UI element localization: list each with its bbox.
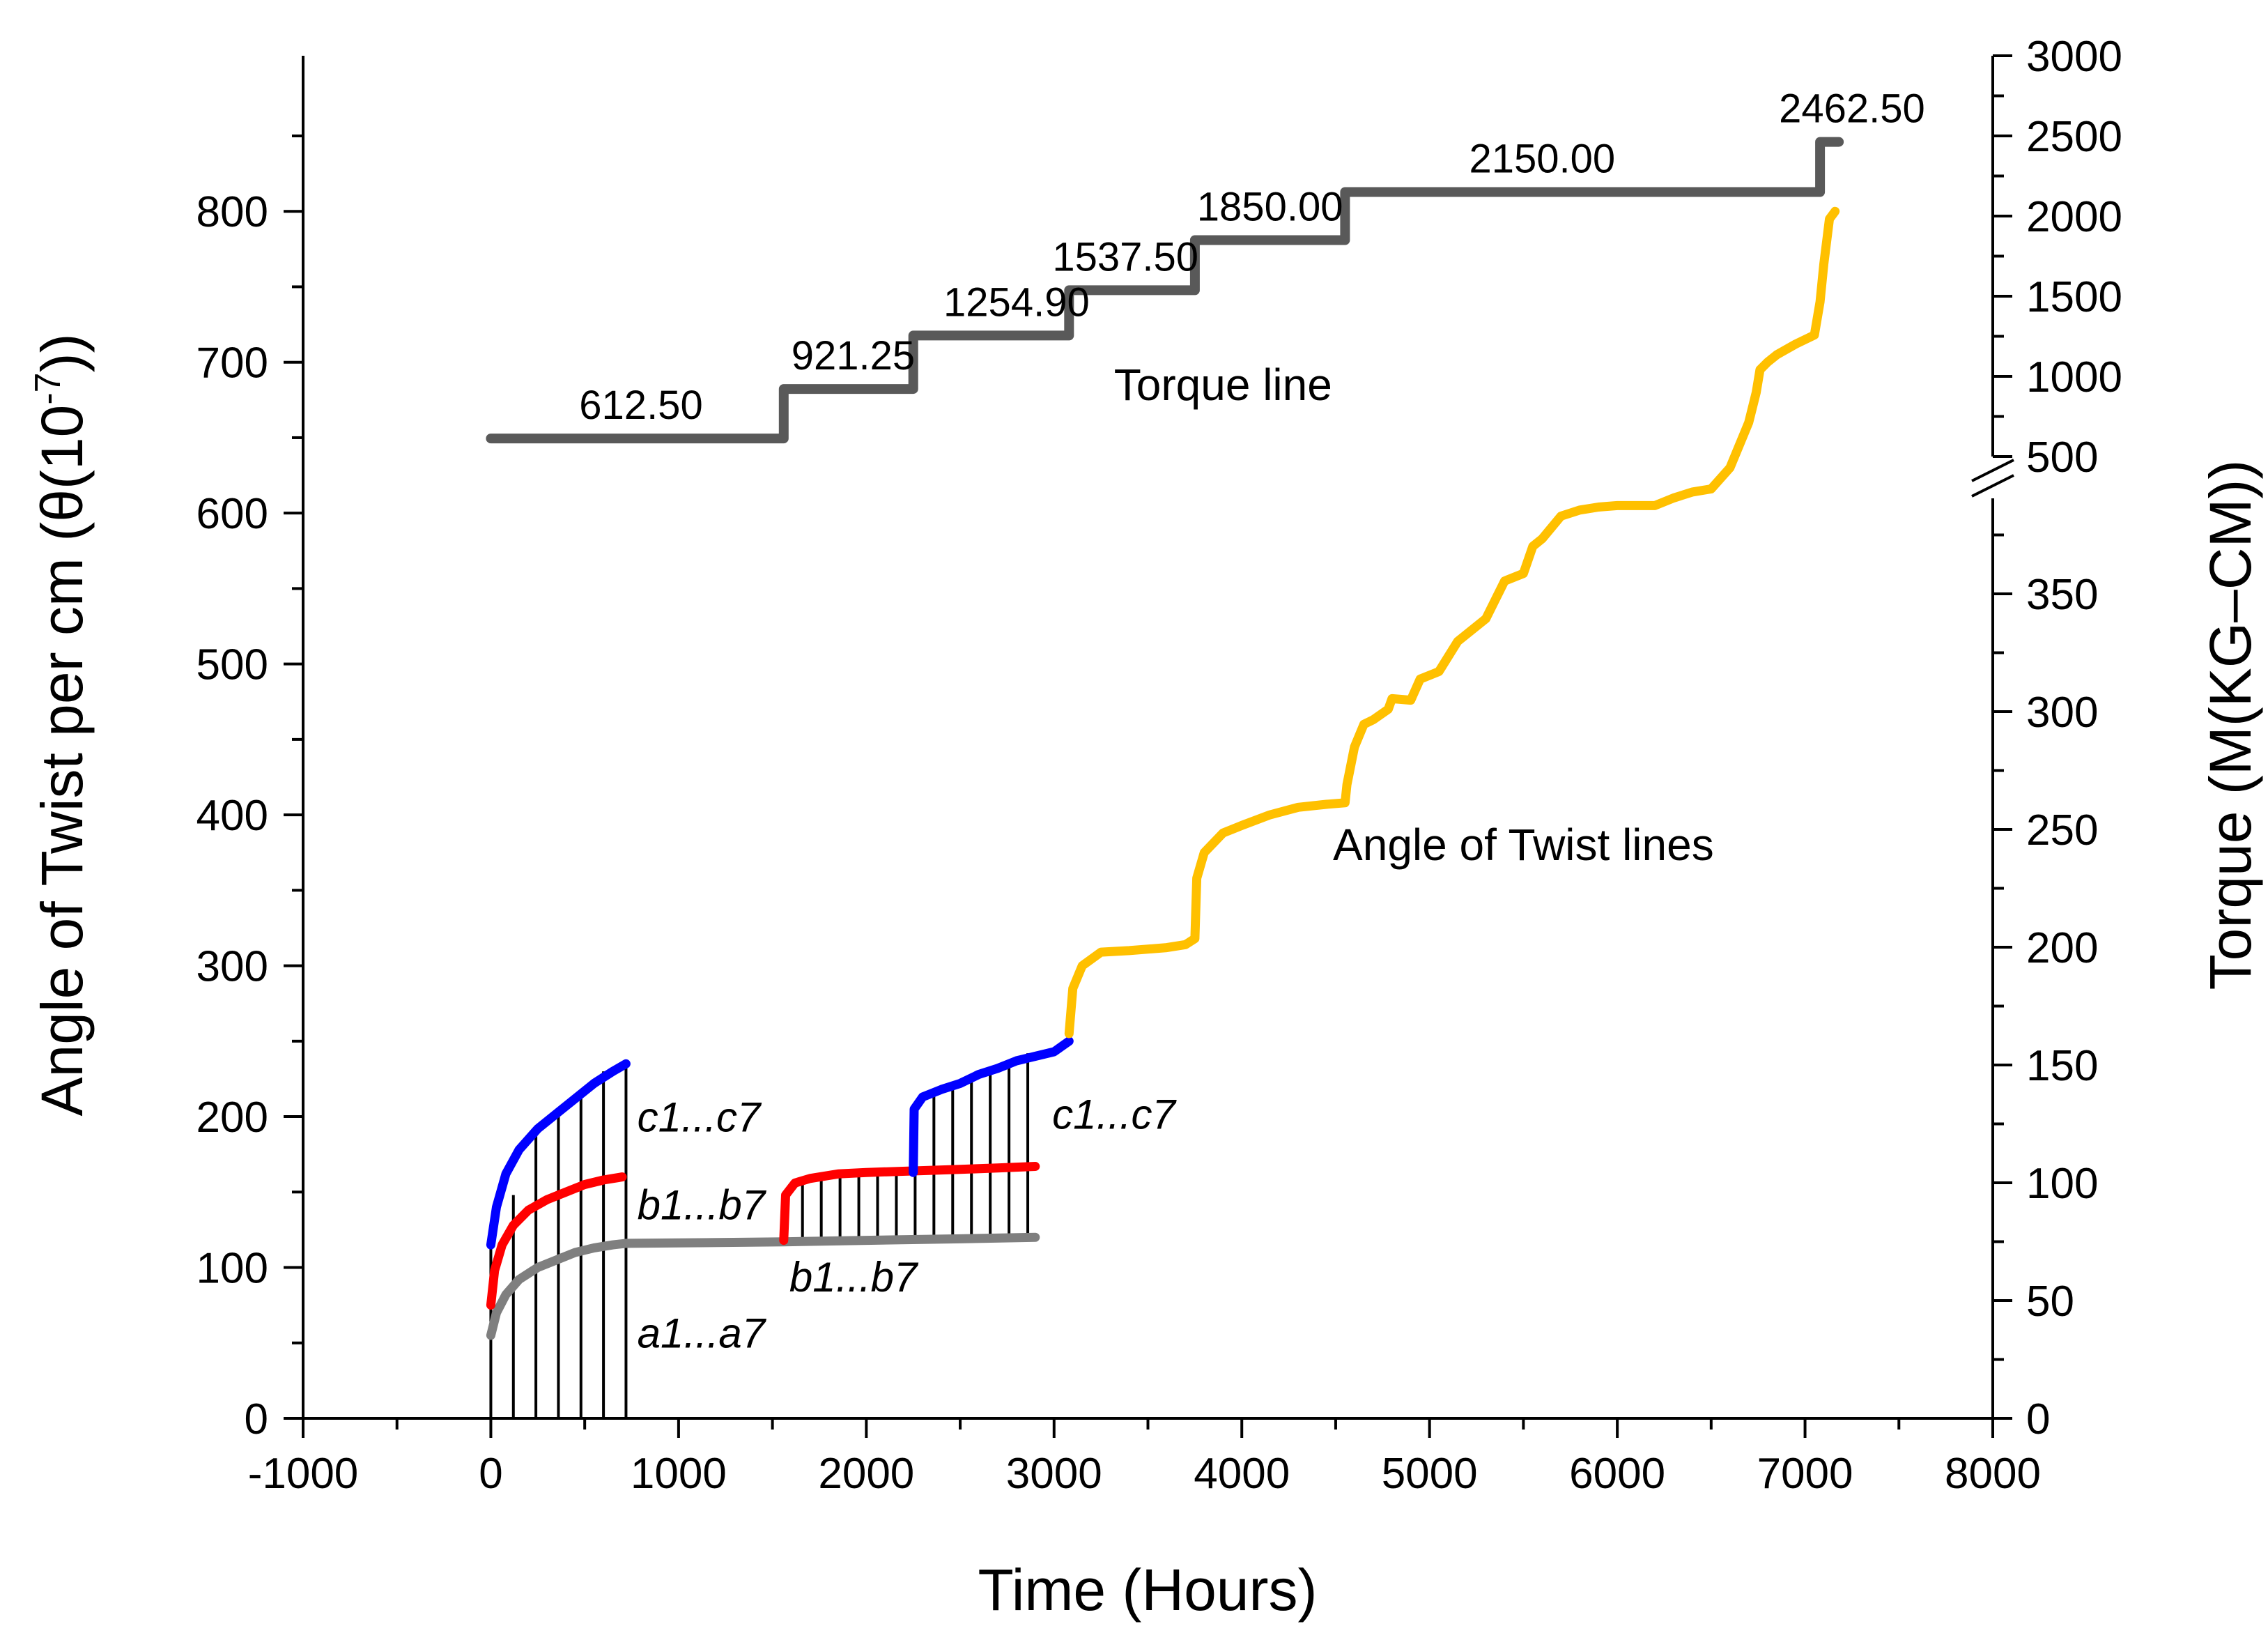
y2-upper-tick-label: 2000 [2026,193,2122,241]
series-line-a1-a7-first [486,1239,631,1340]
series-line-b1-b7-second [779,1162,1040,1246]
y2-lower-tick-label: 100 [2026,1160,2098,1208]
annotation-label: b1...b7 [638,1181,767,1228]
annotation-label: Angle of Twist lines [1333,820,1714,870]
torque-step-label: 921.25 [792,333,915,378]
y2-lower-tick-label: 150 [2026,1042,2098,1090]
ticks-layer: -1000 0 1000 2000 3000 4000 5000 6000 7000 800001… [196,33,2122,1498]
y-axis-title-prefix: Angle of Twist per cm (θ(10 [29,405,95,1117]
x-tick-label: 4000 [1194,1450,1290,1498]
y2-lower-tick-label: 300 [2026,689,2098,737]
annotation-label: c1...c7 [1052,1091,1177,1137]
y2-upper-tick-label: 1000 [2026,353,2122,401]
annotation-label: Torque line [1114,360,1332,410]
y2-axis-title: Torque (M(KG–CM)) [2198,460,2263,990]
y2-upper-tick-label: 3000 [2026,33,2122,81]
y-tick-label: 300 [196,943,268,991]
x-tick-label: 5000 [1382,1450,1478,1498]
torque-step-label: 1537.50 [1052,234,1198,279]
annotation-label: a1...a7 [638,1310,767,1356]
y-tick-label: 700 [196,339,268,388]
y-tick-label: 100 [196,1245,268,1293]
axis-break-marker [1971,459,2014,498]
y-axis-title: Angle of Twist per cm (θ(10-7)) [28,333,95,1116]
x-axis-title: Time (Hours) [978,1557,1318,1623]
y-axis-title-sup: -7 [28,372,68,404]
x-tick-label: 8000 [1945,1450,2041,1498]
torque-step-label: 2462.50 [1779,86,1925,132]
y2-lower-tick-label: 0 [2026,1395,2050,1443]
y-tick-label: 600 [196,490,268,538]
x-tick-label: 3000 [1006,1450,1102,1498]
series-line-c1-c7-first [486,1059,631,1250]
x-tick-label: 6000 [1569,1450,1665,1498]
series-line-a-continued [621,1232,1040,1248]
y2-lower-tick-label: 50 [2026,1278,2074,1326]
y-tick-label: 800 [196,188,268,236]
series-line-angle-of-twist-yellow [1064,206,1840,1039]
y2-upper-tick-label: 2500 [2026,113,2122,161]
x-tick-label: 2000 [818,1450,914,1498]
y2-upper-tick-label: 500 [2026,434,2098,482]
y-tick-label: 200 [196,1094,268,1142]
y2-upper-tick-label: 1500 [2026,273,2122,321]
y2-lower-tick-label: 200 [2026,924,2098,972]
x-tick-label: 0 [479,1450,502,1498]
torque-step-label: 2150.00 [1469,137,1616,182]
torque-step-label: 1254.90 [943,279,1090,325]
series-line-c1-c7-second [909,1036,1074,1177]
x-tick-label: 7000 [1757,1450,1853,1498]
y2-lower-tick-label: 350 [2026,571,2098,619]
torque-step-label: 612.50 [579,383,702,428]
x-tick-label: -1000 [248,1450,359,1498]
y-tick-label: 400 [196,792,268,840]
y-tick-label: 0 [245,1395,268,1443]
annotation-label: c1...c7 [638,1094,762,1141]
series-line-torque-line [486,137,1844,444]
x-tick-label: 1000 [631,1450,727,1498]
series-layer [486,137,1844,1340]
y2-lower-tick-label: 250 [2026,806,2098,855]
annotation-label: b1...b7 [789,1254,919,1301]
y-axis-title-suffix: )) [29,333,95,372]
y-tick-label: 500 [196,641,268,689]
torque-step-label: 1850.00 [1197,185,1343,230]
series-line-b1-b7-first [486,1172,627,1310]
